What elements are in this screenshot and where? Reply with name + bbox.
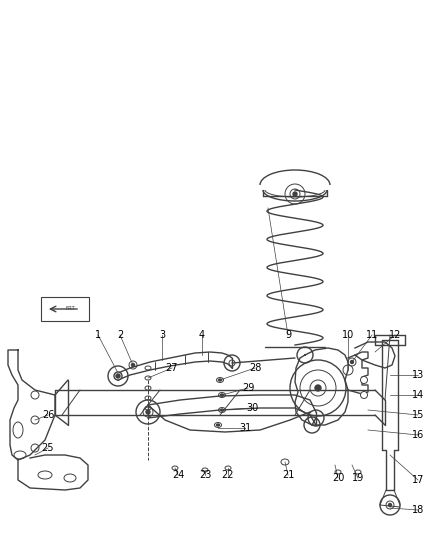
Circle shape: [389, 504, 392, 506]
Text: 4: 4: [199, 330, 205, 340]
Circle shape: [114, 372, 122, 380]
Text: 10: 10: [342, 330, 354, 340]
Text: 27: 27: [166, 363, 178, 373]
Text: 26: 26: [42, 410, 54, 420]
Text: 3: 3: [159, 330, 165, 340]
Text: 11: 11: [366, 330, 378, 340]
Circle shape: [116, 374, 120, 378]
Text: 12: 12: [389, 330, 401, 340]
Text: 20: 20: [332, 473, 344, 483]
Text: 18: 18: [412, 505, 424, 515]
Circle shape: [293, 192, 297, 196]
Ellipse shape: [216, 424, 219, 426]
Text: 1: 1: [95, 330, 101, 340]
Text: 23: 23: [199, 470, 211, 480]
Text: 17: 17: [412, 475, 424, 485]
Text: 14: 14: [412, 390, 424, 400]
Text: 29: 29: [242, 383, 254, 393]
Circle shape: [360, 392, 367, 399]
Text: 31: 31: [239, 423, 251, 433]
Ellipse shape: [220, 394, 223, 396]
Text: 21: 21: [282, 470, 294, 480]
Text: 13: 13: [412, 370, 424, 380]
Circle shape: [146, 410, 150, 414]
Circle shape: [131, 364, 134, 367]
Text: 19: 19: [352, 473, 364, 483]
Text: 25: 25: [42, 443, 54, 453]
Text: 22: 22: [222, 470, 234, 480]
Text: 24: 24: [172, 470, 184, 480]
Ellipse shape: [219, 379, 222, 381]
Text: 30: 30: [246, 403, 258, 413]
Text: 28: 28: [249, 363, 261, 373]
Circle shape: [315, 385, 321, 391]
Text: 9: 9: [285, 330, 291, 340]
Text: 15: 15: [412, 410, 424, 420]
Text: 2: 2: [117, 330, 123, 340]
Circle shape: [360, 376, 367, 384]
Text: FRT: FRT: [65, 306, 75, 311]
Circle shape: [350, 360, 353, 364]
Ellipse shape: [220, 409, 223, 411]
FancyBboxPatch shape: [41, 297, 89, 321]
Text: 16: 16: [412, 430, 424, 440]
